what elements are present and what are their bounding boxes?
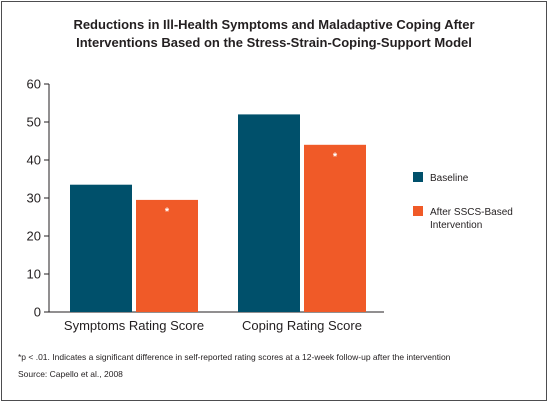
legend-label-after-intervention: After SSCS-Based [430,207,513,218]
bar [70,184,132,312]
legend-swatch-after-intervention [413,206,423,216]
chart-title-line-2: Interventions Based on the Stress-Strain… [76,35,472,50]
y-tick-label: 30 [27,191,41,206]
bar [136,199,198,312]
significance-marker: * [165,206,170,218]
y-tick-label: 20 [27,229,41,244]
x-category-label: Coping Rating Score [242,318,362,333]
legend-label-baseline: Baseline [430,173,469,184]
chart-title: Reductions in Ill-Health Symptoms and Ma… [0,16,548,52]
footnote-significance: *p < .01. Indicates a significant differ… [18,352,451,362]
y-tick-label: 10 [27,267,41,282]
significance-marker: * [333,151,338,163]
y-tick-label: 50 [27,115,41,130]
y-tick-label: 40 [27,153,41,168]
x-category-label: Symptoms Rating Score [64,318,204,333]
y-tick-label: 0 [34,305,41,320]
footnote-source: Source: Capello et al., 2008 [18,369,123,379]
chart-title-line-1: Reductions in Ill-Health Symptoms and Ma… [73,17,475,32]
y-tick-label: 60 [27,77,41,92]
bar [304,144,366,312]
legend-label-after-intervention-line-2: Intervention [430,220,482,231]
bar [238,114,300,313]
legend-swatch-baseline [413,172,423,182]
